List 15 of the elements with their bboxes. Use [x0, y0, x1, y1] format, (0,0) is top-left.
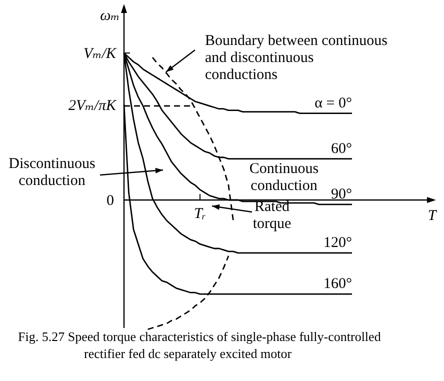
series-label: 60° — [331, 140, 352, 157]
text: 0 — [106, 193, 114, 209]
series-label: 120° — [324, 234, 352, 251]
text: Vₘ/K — [83, 46, 117, 62]
annotation: Boundary between continuous and discontinuous conductions — [205, 33, 388, 83]
text: Discontinuous conduction — [8, 156, 96, 189]
text: 2Vₘ/πK — [68, 98, 117, 114]
series-label: α = 0° — [314, 95, 352, 112]
series-label: 90° — [331, 186, 352, 202]
annotation: Tᵣ — [194, 206, 206, 222]
annotation: Continuous conduction — [249, 161, 319, 194]
series-label: 160° — [324, 276, 352, 292]
annotation: Fig. 5.27 Speed torque characteristics of single-phase fully-controlled rectifier fed dc separately excited motor — [18, 329, 382, 361]
y-axis-title: ωₘ — [100, 8, 120, 24]
x-axis-title: T — [428, 208, 438, 224]
